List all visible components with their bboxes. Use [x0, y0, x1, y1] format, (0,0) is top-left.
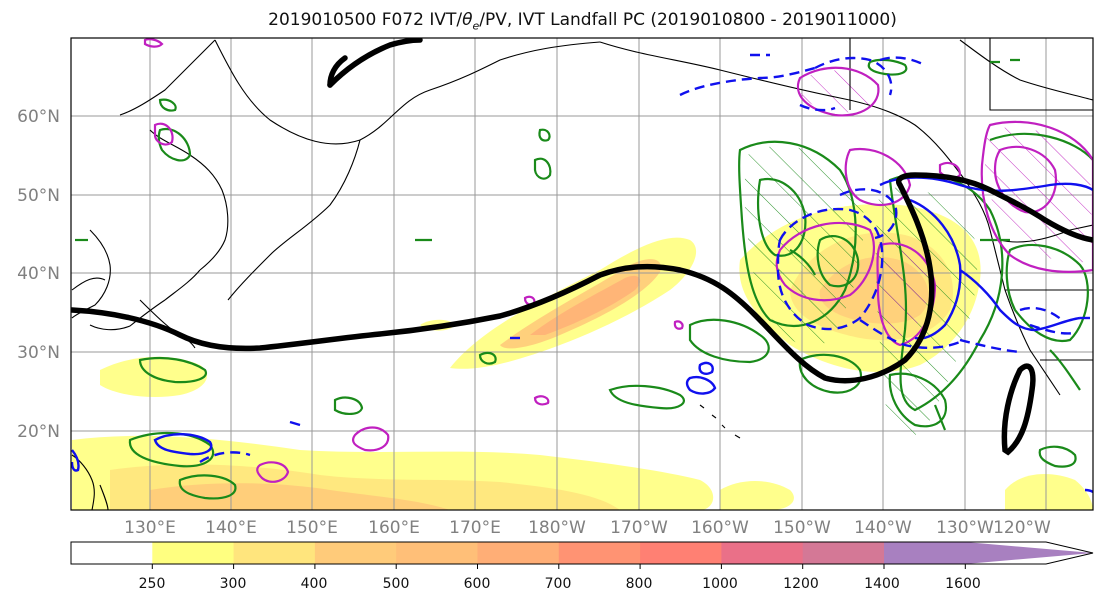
colorbar-tick-label: 300	[220, 576, 247, 592]
lon-label: 160°E	[368, 518, 420, 538]
lon-label: 130°W	[936, 518, 994, 538]
lat-label: 20°N	[17, 422, 60, 442]
colorbar-extend-arrow	[965, 542, 1093, 564]
colorbar-segment	[396, 542, 478, 564]
map-border	[70, 37, 1094, 511]
colorbar-tick-label: 800	[626, 576, 653, 592]
lat-label: 60°N	[17, 107, 60, 127]
longitude-labels: 130°E 140°E 150°E 160°E 170°E 180°W 170°…	[124, 518, 1051, 538]
lon-label: 170°E	[449, 518, 501, 538]
magenta-contours	[143, 38, 1093, 483]
colorbar-segment	[558, 542, 641, 564]
lon-label: 150°W	[773, 518, 831, 538]
colorbar-tick-label: 1600	[945, 576, 981, 592]
lon-label: 120°W	[993, 518, 1051, 538]
colorbar-segment	[884, 542, 966, 564]
lat-label: 50°N	[17, 186, 60, 206]
colorbar: 250 300 400 500 600 700 800 1000 1200 14…	[70, 541, 1094, 592]
colorbar-tick-label: 1400	[864, 576, 900, 592]
latitude-labels: 60°N 50°N 40°N 30°N 20°N	[17, 107, 60, 442]
jet-stream-line	[71, 38, 1093, 456]
lon-label: 180°W	[528, 518, 586, 538]
lon-label: 140°E	[205, 518, 257, 538]
blue-dashed-contours	[199, 53, 1093, 464]
colorbar-segment	[802, 542, 885, 564]
colorbar-tick-label: 600	[464, 576, 491, 592]
lon-label: 170°W	[610, 518, 668, 538]
colorbar-tick-label: 500	[383, 576, 410, 592]
colorbar-segment	[721, 542, 804, 564]
lon-label: 150°E	[286, 518, 338, 538]
colorbar-segment	[640, 542, 722, 564]
colorbar-tick-label: 1200	[783, 576, 819, 592]
colorbar-ticks	[151, 564, 966, 569]
figure-title: 2019010500 F072 IVT/θe/PV, IVT Landfall …	[268, 10, 897, 33]
colorbar-segment	[314, 542, 397, 564]
green-contours	[75, 58, 1093, 500]
lat-label: 40°N	[17, 264, 60, 284]
colorbar-segments	[71, 542, 1093, 564]
lat-label: 30°N	[17, 343, 60, 363]
colorbar-tick-label: 1000	[702, 576, 738, 592]
colorbar-tick-labels: 250 300 400 500 600 700 800 1000 1200 14…	[139, 576, 981, 592]
colorbar-tick-label: 400	[301, 576, 328, 592]
lon-label: 130°E	[124, 518, 176, 538]
graticule	[71, 38, 1093, 510]
colorbar-outline	[70, 541, 1094, 565]
lon-label: 140°W	[854, 518, 912, 538]
colorbar-segment	[233, 542, 316, 564]
colorbar-tick-label: 250	[139, 576, 166, 592]
colorbar-tick-label: 700	[545, 576, 572, 592]
colorbar-segment	[152, 542, 235, 564]
lon-label: 160°W	[691, 518, 749, 538]
colorbar-segment	[477, 542, 560, 564]
colorbar-segment	[71, 542, 153, 564]
